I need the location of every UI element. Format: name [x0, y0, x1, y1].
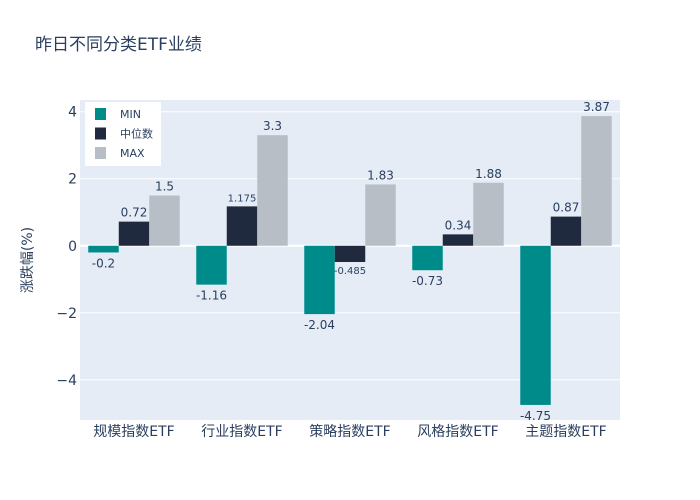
- bar: [473, 182, 504, 246]
- bar: [581, 116, 612, 246]
- y-axis: −4 −2 0 2 4: [56, 105, 77, 389]
- x-tick-label: 风格指数ETF: [417, 424, 498, 440]
- bar: [304, 245, 335, 315]
- legend: MIN 中位数 MAX: [85, 102, 161, 166]
- bar: [550, 216, 582, 246]
- x-axis: 规模指数ETF 行业指数ETF 策略指数ETF 风格指数ETF 主题指数ETF: [93, 423, 606, 440]
- legend-swatch: [95, 108, 106, 120]
- bar-value-label: -1.16: [196, 289, 227, 303]
- bar-value-label: -0.2: [92, 256, 115, 270]
- bar: [88, 245, 119, 253]
- bar: [412, 245, 443, 271]
- bar: [196, 245, 227, 285]
- bar-value-label: 1.88: [475, 167, 502, 181]
- bar-value-label: 1.175: [228, 193, 257, 204]
- bar-value-label: 0.87: [553, 201, 580, 215]
- bar: [226, 206, 258, 246]
- bar: [520, 245, 551, 405]
- bars: [88, 116, 612, 405]
- legend-label: MIN: [120, 108, 141, 121]
- x-tick-label: 主题指数ETF: [525, 424, 606, 440]
- x-tick-label: 行业指数ETF: [201, 424, 282, 440]
- legend-label: 中位数: [120, 127, 153, 141]
- bar-value-label: 3.87: [583, 100, 610, 114]
- bar-value-label: 0.72: [121, 206, 148, 220]
- x-tick-label: 策略指数ETF: [309, 423, 390, 440]
- bar-value-label: -2.04: [304, 318, 335, 332]
- bar-value-label: 1.83: [367, 168, 394, 182]
- y-tick-label: 2: [68, 172, 77, 188]
- y-axis-label: 涨跌幅(%): [20, 227, 36, 293]
- bar-value-label: -4.75: [520, 409, 551, 423]
- y-tick-label: 4: [68, 105, 77, 121]
- y-tick-label: −2: [56, 306, 77, 322]
- bar-value-label: 3.3: [263, 119, 282, 133]
- bar-value-label: 0.34: [445, 218, 472, 232]
- x-tick-label: 规模指数ETF: [93, 424, 174, 440]
- bar-value-label: -0.73: [412, 274, 443, 288]
- bar: [442, 234, 474, 246]
- bar: [149, 195, 180, 246]
- y-tick-label: −4: [56, 373, 77, 389]
- bar: [365, 184, 396, 246]
- bar-labels: -0.2 0.72 1.5 -1.16 1.175 3.3 -2.04 -0.485 1.83 -…: [92, 100, 610, 423]
- bar: [257, 135, 288, 246]
- legend-swatch: [95, 147, 106, 159]
- y-tick-label: 0: [68, 239, 77, 255]
- legend-label: MAX: [120, 147, 145, 160]
- bar-value-label: -0.485: [334, 266, 366, 277]
- chart-title: 昨日不同分类ETF业绩: [35, 35, 202, 55]
- bar: [334, 245, 366, 263]
- bar-value-label: 1.5: [155, 179, 174, 193]
- bar: [118, 221, 150, 246]
- legend-swatch: [95, 127, 106, 140]
